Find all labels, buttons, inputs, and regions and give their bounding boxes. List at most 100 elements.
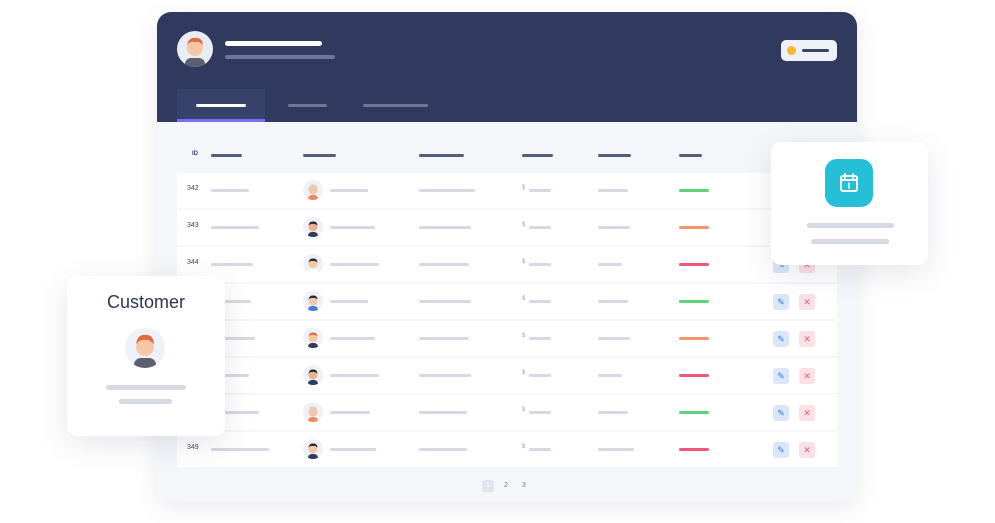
cell-placeholder: [598, 300, 628, 303]
cell-placeholder: [529, 189, 551, 192]
cell-placeholder: [419, 411, 467, 414]
delete-button[interactable]: ✕: [799, 368, 815, 384]
close-icon: ✕: [803, 371, 811, 381]
status-indicator: [679, 226, 709, 229]
delete-button[interactable]: ✕: [799, 405, 815, 421]
cell-placeholder: [529, 300, 551, 303]
edit-button[interactable]: ✎: [773, 405, 789, 421]
table-row[interactable]: 342 $ ✎ ✕: [177, 173, 837, 208]
cell-placeholder: [598, 411, 628, 414]
cell-placeholder: [419, 263, 469, 266]
customer-card-title: Customer: [106, 292, 186, 312]
tab-2-label-placeholder: [288, 104, 327, 107]
delete-button[interactable]: ✕: [799, 331, 815, 347]
currency-symbol: $: [522, 333, 526, 339]
pencil-icon: ✎: [777, 445, 785, 455]
customer-card: Customer: [67, 276, 225, 436]
delete-button[interactable]: ✕: [799, 294, 815, 310]
close-icon: ✕: [803, 260, 811, 270]
cell-placeholder: [419, 374, 471, 377]
cell-placeholder: [211, 300, 251, 303]
row-avatar: [303, 439, 323, 459]
cell-placeholder: [211, 189, 249, 192]
close-icon: ✕: [803, 334, 811, 344]
status-indicator: [679, 189, 709, 192]
customers-table: ID 342 $ ✎ ✕ 343: [177, 138, 837, 467]
cell-placeholder: [330, 448, 376, 451]
cell-placeholder: [529, 411, 551, 414]
cell-placeholder: [330, 263, 379, 266]
row-avatar: [303, 217, 323, 237]
page-3-button[interactable]: 3: [522, 482, 526, 489]
customer-detail-placeholder: [119, 399, 172, 404]
status-indicator: [679, 337, 709, 340]
table-row[interactable]: 343 $ ✎ ✕: [177, 210, 837, 245]
table-row[interactable]: $ ✎ ✕: [177, 358, 837, 393]
edit-button[interactable]: ✎: [773, 368, 789, 384]
cell-placeholder: [330, 374, 379, 377]
currency-symbol: $: [522, 407, 526, 413]
row-avatar: [303, 291, 323, 311]
status-pill[interactable]: [781, 40, 837, 61]
row-avatar: [303, 328, 323, 348]
cell-placeholder: [529, 226, 551, 229]
tab-1-label-placeholder: [196, 104, 246, 107]
pencil-icon: ✎: [777, 371, 785, 381]
cell-placeholder: [598, 189, 628, 192]
table-row[interactable]: 349 $ ✎ ✕: [177, 432, 837, 467]
status-indicator: [679, 411, 709, 414]
row-id: 349: [187, 444, 199, 451]
close-icon: ✕: [803, 445, 811, 455]
cell-placeholder: [419, 226, 471, 229]
currency-symbol: $: [522, 185, 526, 191]
cell-placeholder: [419, 448, 467, 451]
edit-button[interactable]: ✎: [773, 442, 789, 458]
cell-placeholder: [211, 337, 255, 340]
cell-placeholder: [211, 448, 269, 451]
status-indicator: [679, 374, 709, 377]
cell-placeholder: [598, 448, 634, 451]
column-header-placeholder: [522, 154, 553, 157]
currency-symbol: $: [522, 370, 526, 376]
table-row[interactable]: 344 $ ✎ ✕: [177, 247, 837, 282]
tab-3[interactable]: [340, 89, 450, 122]
column-header-placeholder: [598, 154, 631, 157]
table-row[interactable]: $ ✎ ✕: [177, 284, 837, 319]
cell-placeholder: [330, 189, 368, 192]
edit-button[interactable]: ✎: [773, 294, 789, 310]
cell-placeholder: [211, 226, 259, 229]
status-indicator: [679, 448, 709, 451]
status-dot-icon: [787, 46, 796, 55]
table-row[interactable]: $ ✎ ✕: [177, 395, 837, 430]
close-icon: ✕: [803, 408, 811, 418]
cell-placeholder: [598, 226, 630, 229]
app-window: ID 342 $ ✎ ✕ 343: [157, 12, 857, 502]
user-avatar[interactable]: [177, 31, 213, 67]
status-indicator: [679, 300, 709, 303]
page-2-button[interactable]: 2: [504, 482, 508, 489]
calendar-icon[interactable]: [825, 159, 873, 207]
table-header: ID: [177, 138, 837, 171]
cell-placeholder: [598, 263, 622, 266]
calendar-detail-placeholder: [811, 239, 889, 244]
calendar-title-placeholder: [807, 223, 894, 228]
cell-placeholder: [419, 189, 475, 192]
page-1-button[interactable]: 1: [482, 480, 494, 492]
column-header-placeholder: [303, 154, 336, 157]
tab-2[interactable]: [265, 89, 340, 122]
column-header-placeholder: [419, 154, 464, 157]
edit-button[interactable]: ✎: [773, 331, 789, 347]
cell-placeholder: [598, 337, 630, 340]
table-row[interactable]: $ ✎ ✕: [177, 321, 837, 356]
calendar-card: [771, 142, 928, 265]
row-avatar: [303, 365, 323, 385]
delete-button[interactable]: ✕: [799, 442, 815, 458]
table-body: 342 $ ✎ ✕ 343 $: [177, 173, 837, 467]
cell-placeholder: [330, 226, 375, 229]
currency-symbol: $: [522, 444, 526, 450]
tab-3-label-placeholder: [363, 104, 428, 107]
tab-1[interactable]: [177, 89, 265, 122]
cell-placeholder: [330, 337, 375, 340]
cell-placeholder: [598, 374, 622, 377]
id-column-header: ID: [192, 151, 198, 157]
